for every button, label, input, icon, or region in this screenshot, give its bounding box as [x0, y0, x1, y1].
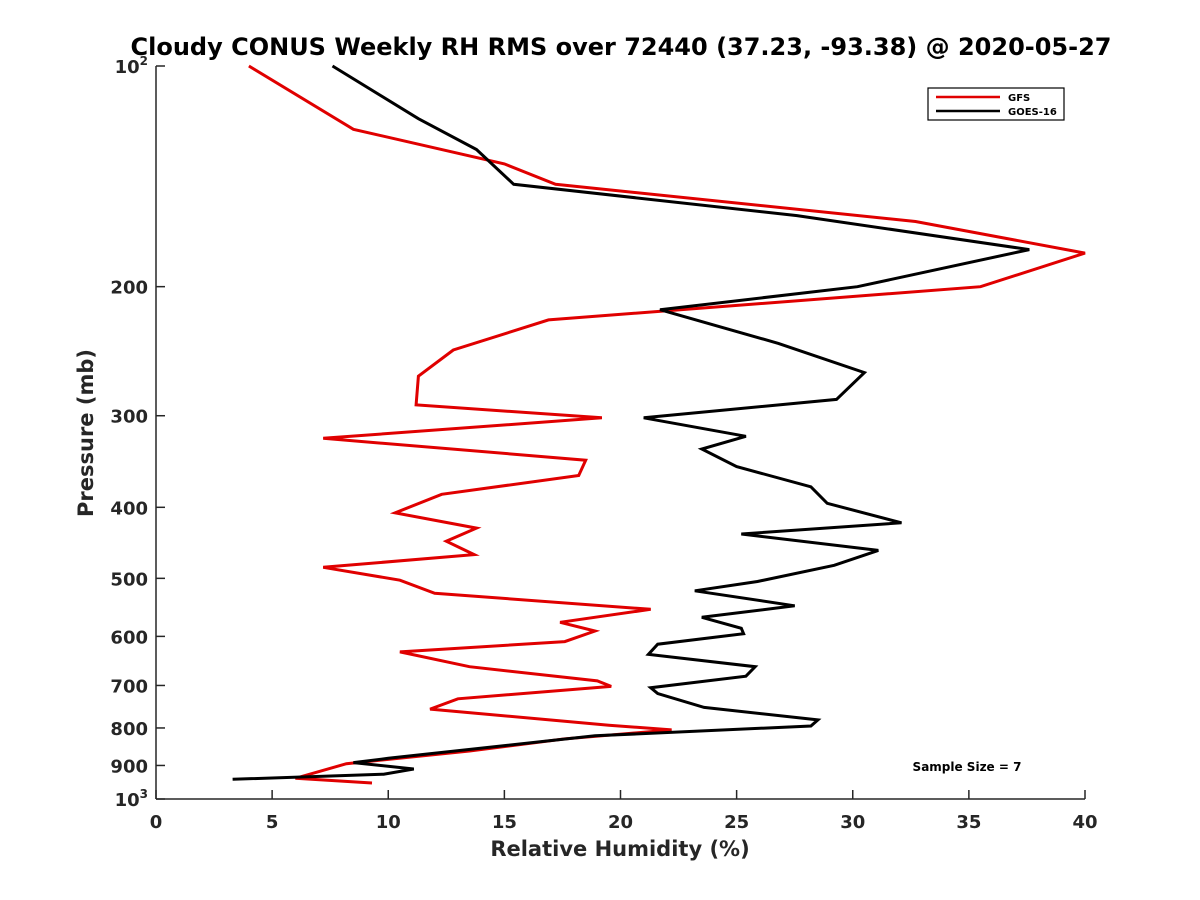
y-axis-label: Pressure (mb)	[74, 349, 98, 517]
x-tick-label: 15	[492, 812, 517, 833]
y-tick-label: 600	[110, 627, 148, 648]
legend-label-gfs: GFS	[1008, 93, 1030, 104]
x-tick-label: 5	[266, 812, 279, 833]
x-tick-label: 20	[608, 812, 633, 833]
legend: GFS GOES-16	[927, 87, 1065, 121]
x-tick-label: 0	[150, 812, 163, 833]
y-tick-label: 103	[115, 787, 148, 811]
chart-title: Cloudy CONUS Weekly RH RMS over 72440 (3…	[131, 33, 1112, 61]
sample-size-annotation: Sample Size = 7	[913, 760, 1022, 774]
y-tick-label: 300	[110, 407, 148, 428]
legend-label-goes16: GOES-16	[1008, 107, 1057, 118]
y-tick-label: 500	[110, 569, 148, 590]
axes-layer: 0 5 10 15 20 25 30 35 40 102 200 300 400 500 600 700 800…	[110, 54, 1097, 833]
y-tick-label: 200	[110, 278, 148, 299]
legend-box	[927, 87, 1065, 121]
series-line-gfs	[248, 64, 1086, 785]
x-tick-label: 30	[840, 812, 865, 833]
series-layer	[232, 64, 1086, 785]
y-tick-label: 400	[110, 498, 148, 519]
y-tick-label: 700	[110, 676, 148, 697]
x-tick-label: 25	[724, 812, 749, 833]
x-tick-label: 35	[956, 812, 981, 833]
series-line-goes16	[232, 64, 1030, 781]
x-axis-label: Relative Humidity (%)	[490, 837, 749, 861]
y-tick-label: 102	[115, 54, 148, 78]
x-tick-label: 10	[376, 812, 401, 833]
y-tick-label: 900	[110, 756, 148, 777]
x-tick-label: 40	[1072, 812, 1097, 833]
y-tick-label: 800	[110, 719, 148, 740]
